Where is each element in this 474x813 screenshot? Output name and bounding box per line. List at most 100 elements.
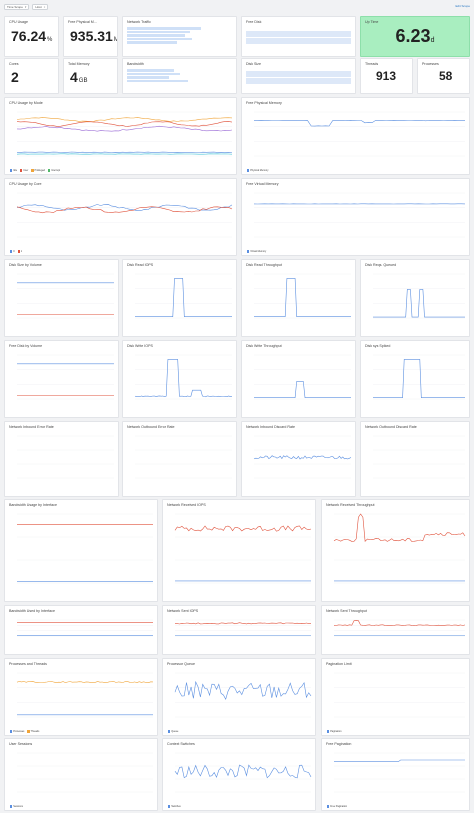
- net-in-discard-chart: Network Inbound Discard Rate: [241, 421, 356, 497]
- chart-plot: [17, 619, 153, 637]
- chart-plot: [253, 192, 466, 238]
- context-switches-chart: Context Switches Switches: [162, 738, 316, 811]
- series-line: [134, 359, 232, 398]
- chart-title: Network Sent IOPS: [167, 609, 199, 613]
- cpu-mode-chart: CPU Usage by Mode Idle User Privileged Inter…: [4, 97, 237, 175]
- close-icon[interactable]: ×: [43, 4, 46, 9]
- chart-legend: Processes Threads: [10, 730, 39, 733]
- chart-title: Free Disk by Volume: [9, 344, 43, 348]
- legend-swatch: [27, 730, 30, 733]
- chart-plot: [17, 354, 114, 400]
- chart-plot: [135, 435, 232, 479]
- chart-plot: [17, 435, 114, 479]
- bandwidth-bar: [127, 72, 180, 76]
- chart-title: Network Outbound Error Rate: [127, 425, 175, 429]
- bw-interface-chart: Bandwidth Usage by Interface: [4, 499, 158, 602]
- edit-scope-link[interactable]: Edit Scope: [455, 4, 470, 8]
- legend-item[interactable]: Queue: [168, 730, 178, 733]
- disk-write-throughput-chart: Disk Write Throughput: [241, 340, 356, 418]
- series-line: [135, 278, 232, 318]
- disk-size-volume-chart: Disk Size by Volume: [4, 259, 119, 337]
- disk-size-bar: [246, 71, 351, 77]
- net-sent-throughput-chart: Network Sent Throughput: [321, 605, 470, 655]
- total-memory-value: 4GB: [70, 69, 88, 85]
- processes-value: 58: [439, 69, 453, 83]
- legend-item[interactable]: Pagination: [327, 730, 342, 733]
- cpu-usage-card: CPU Usage 76.24%: [4, 16, 59, 57]
- chart-title: CPU Usage by Core: [9, 182, 42, 186]
- proc-threads-chart: Processes and Threads Processes Threads: [4, 658, 158, 736]
- net-sent-iops-chart: Network Sent IOPS: [162, 605, 316, 655]
- legend-swatch: [17, 250, 20, 253]
- host-filter[interactable]: Host ×: [32, 3, 49, 10]
- cores-card: Cores 2: [4, 58, 59, 94]
- legend-item[interactable]: Interrupt: [47, 169, 60, 172]
- series-line: [175, 622, 311, 625]
- legend-swatch: [10, 730, 13, 733]
- free-virtual-memory-chart: Free Virtual Memory Virtual Memory: [241, 178, 470, 256]
- legend-item[interactable]: Privileged: [31, 169, 45, 172]
- legend-swatch: [31, 169, 34, 172]
- threads-value: 913: [376, 69, 397, 83]
- time-scope-filter[interactable]: Time Scope ▾: [4, 3, 30, 10]
- chart-title: Disk Size by Volume: [9, 263, 42, 267]
- uptime-value: 6.23d: [395, 26, 435, 46]
- free-physical-memory-card: Free Physical M... 935.31M: [63, 16, 118, 57]
- user-sessions-chart: User Sessions Sessions: [4, 738, 158, 811]
- chart-title: Bandwidth Used by Interface: [9, 609, 55, 613]
- series-line: [373, 359, 465, 399]
- legend-item[interactable]: Switches: [168, 805, 181, 808]
- chart-plot: [17, 273, 114, 319]
- legend-label: User: [23, 169, 29, 172]
- chart-plot: [16, 111, 233, 157]
- disk-size-bars: [246, 71, 351, 85]
- net-in-error-chart: Network Inbound Error Rate: [4, 421, 119, 497]
- legend-swatch: [168, 730, 171, 733]
- chart-title: Free Pagination: [326, 742, 352, 746]
- legend-item[interactable]: Physical Memory: [247, 169, 268, 172]
- series-line: [254, 381, 351, 399]
- series-line: [16, 117, 233, 122]
- chart-title: Pagination Limit: [326, 662, 352, 666]
- chart-title: Free Physical Memory: [246, 101, 282, 105]
- processor-queue-chart: Processor Queue Queue: [162, 658, 316, 736]
- free-pagination-chart: Free Pagination Free Pagination: [321, 738, 470, 811]
- chart-title: Disk Read IOPS: [127, 263, 154, 267]
- series-line: [16, 151, 233, 153]
- total-memory-card: Total Memory 4GB: [63, 58, 118, 94]
- traffic-bar: [127, 37, 193, 41]
- chart-title: Processes and Threads: [9, 662, 47, 666]
- series-line: [333, 513, 466, 542]
- processes-card: Processes 58: [417, 58, 470, 94]
- chart-title: User Sessions: [9, 742, 33, 746]
- chart-plot: [174, 672, 312, 718]
- legend-item[interactable]: Processes: [10, 730, 24, 733]
- legend-swatch: [327, 730, 330, 733]
- chart-plot: [175, 619, 311, 637]
- legend-item[interactable]: Sessions: [10, 805, 23, 808]
- chart-plot: [334, 672, 465, 718]
- chart-plot: [16, 672, 154, 718]
- legend-item[interactable]: Idle: [10, 169, 17, 172]
- chart-legend: Idle User Privileged Interrupt: [10, 169, 60, 172]
- chart-title: Network Outbound Discard Rate: [365, 425, 417, 429]
- legend-item[interactable]: User: [20, 169, 28, 172]
- legend-item[interactable]: Virtual Memory: [247, 250, 266, 253]
- cores-value: 2: [11, 69, 19, 85]
- chart-legend: Switches: [168, 805, 181, 808]
- chart-title: Network Received IOPS: [167, 503, 206, 507]
- disk-bar: [246, 38, 351, 44]
- legend-item[interactable]: 1: [17, 250, 22, 253]
- chart-title: Bandwidth Usage by Interface: [9, 503, 57, 507]
- bandwidth-bar: [127, 76, 169, 79]
- card-title: Bandwidth: [127, 62, 144, 66]
- legend-label: Physical Memory: [250, 169, 269, 172]
- legend-item[interactable]: 0: [10, 250, 15, 253]
- disk-bar: [246, 31, 351, 37]
- chart-title: Network Received Throughput: [326, 503, 375, 507]
- legend-item[interactable]: Threads: [27, 730, 39, 733]
- chart-title: Network Inbound Discard Rate: [246, 425, 295, 429]
- card-title: Threads: [365, 62, 379, 66]
- legend-item[interactable]: Free Pagination: [327, 805, 347, 808]
